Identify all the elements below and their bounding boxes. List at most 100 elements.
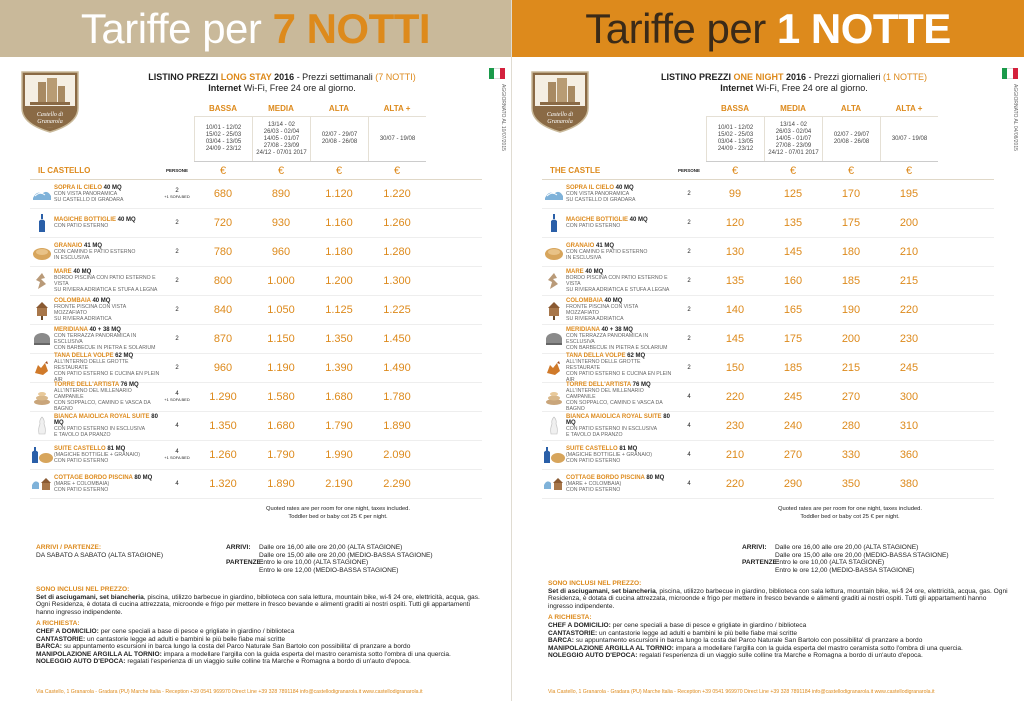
room-price: 1.190 bbox=[267, 362, 295, 374]
on-request-key: NOLEGGIO AUTO D'EPOCA: bbox=[548, 652, 638, 660]
room-row: SOPRA IL CIELO 40 MQ CON VISTA PANORAMICA… bbox=[542, 180, 994, 209]
room-price: 130 bbox=[725, 246, 745, 258]
room-price: 290 bbox=[783, 478, 803, 490]
room-row: MERIDIANA 40 + 38 MQ CON TERRAZZA PANORAM… bbox=[542, 325, 994, 354]
room-persons: 2 bbox=[175, 220, 179, 226]
room-row: MAGICHE BOTTIGLIE 40 MQ CON PATIO ESTERNO… bbox=[30, 209, 482, 238]
on-request-value: su appuntamento escursioni in barca lung… bbox=[574, 637, 923, 645]
season-dates: 10/01 - 12/02 15/02 - 25/03 03/04 - 13/0… bbox=[706, 117, 938, 162]
room-icon bbox=[542, 415, 566, 437]
room-persons: 2 +1 SOFA BED bbox=[160, 188, 194, 200]
room-price: 840 bbox=[213, 304, 233, 316]
room-price: 720 bbox=[213, 217, 233, 229]
room-persons: 4 +1 SOFA BED bbox=[160, 391, 194, 403]
on-request-item: CANTASTORIE: un cantastorie legge ad adu… bbox=[36, 636, 486, 644]
room-description: SUITE CASTELLO 81 MQ (MAGICHE BOTTIGLIE +… bbox=[566, 445, 653, 465]
season-alta-plus: ALTA + bbox=[368, 101, 426, 117]
footer-address: Via Castello, 1 Granarola - Gradara (PU)… bbox=[548, 689, 935, 695]
room-price: 1.125 bbox=[325, 304, 353, 316]
room-name: GRANAIO bbox=[566, 242, 595, 249]
room-price: 160 bbox=[783, 275, 803, 287]
on-request-value: regalati l'esperienza di un viaggio sull… bbox=[637, 652, 923, 660]
included-section: SONO INCLUSI NEL PREZZO: Set di asciugam… bbox=[548, 580, 1008, 660]
room-row: TORRE DELL'ARTISTA 76 MQ ALL'INTERNO DEL … bbox=[542, 381, 994, 413]
room-description: COTTAGE BORDO PISCINA 80 MQ (MARE + COLOM… bbox=[54, 474, 153, 494]
room-description: SUITE CASTELLO 81 MQ (MAGICHE BOTTIGLIE +… bbox=[54, 445, 141, 465]
room-size: 62 MQ bbox=[113, 352, 134, 359]
room-price: 1.150 bbox=[267, 333, 295, 345]
euro-symbol: € bbox=[847, 164, 855, 177]
room-name: MARE bbox=[566, 268, 584, 275]
room-price: 1.680 bbox=[325, 391, 353, 403]
on-request-item: MANIPOLAZIONE ARGILLA AL TORNIO: impara … bbox=[36, 651, 486, 659]
room-size: 40 MQ bbox=[602, 297, 623, 304]
room-name: COLOMBAIA bbox=[566, 297, 603, 304]
room-price: 145 bbox=[783, 246, 803, 258]
room-persons: 2 bbox=[687, 307, 691, 313]
season-header: BASSA MEDIA ALTA ALTA + bbox=[706, 101, 938, 117]
room-price: 280 bbox=[841, 420, 861, 432]
room-row: SUITE CASTELLO 81 MQ (MAGICHE BOTTIGLIE +… bbox=[30, 441, 482, 470]
room-description: TANA DELLA VOLPE 62 MQ ALL'INTERNO DELLE … bbox=[54, 352, 160, 384]
room-rows: SOPRA IL CIELO 40 MQ CON VISTA PANORAMICA… bbox=[30, 180, 482, 499]
on-request-value: su appuntamento escursioni in barca lung… bbox=[62, 643, 411, 651]
room-description: TORRE DELL'ARTISTA 76 MQ ALL'INTERNO DEL … bbox=[566, 381, 663, 413]
room-price: 245 bbox=[899, 362, 919, 374]
room-size: 62 MQ bbox=[625, 352, 646, 359]
room-persons: 2 bbox=[687, 191, 691, 197]
on-request-value: per cene speciali a base di pesce e grig… bbox=[98, 627, 295, 635]
room-icon bbox=[542, 473, 566, 495]
on-request-value: un cantastorie legge ad adulti e bambini… bbox=[85, 635, 285, 643]
room-size: 40 MQ bbox=[628, 216, 648, 223]
room-size: 81 MQ bbox=[617, 445, 638, 452]
room-row: TORRE DELL'ARTISTA 76 MQ ALL'INTERNO DEL … bbox=[30, 381, 482, 413]
room-price: 1.790 bbox=[325, 420, 353, 432]
room-icon bbox=[30, 444, 54, 466]
on-request-item: NOLEGGIO AUTO D'EPOCA: regalati l'esperi… bbox=[36, 658, 486, 666]
house-header: THE CASTLE PERSONE € € € € bbox=[542, 162, 994, 180]
room-price: 800 bbox=[213, 275, 233, 287]
room-description: MERIDIANA 40 + 38 MQ CON TERRAZZA PANORAM… bbox=[54, 326, 156, 352]
room-persons: 4 bbox=[175, 481, 179, 487]
room-description: TORRE DELL'ARTISTA 76 MQ ALL'INTERNO DEL … bbox=[54, 381, 151, 413]
included-section: SONO INCLUSI NEL PREZZO: Set di asciugam… bbox=[36, 586, 486, 666]
room-row: TANA DELLA VOLPE 62 MQ ALL'INTERNO DELLE … bbox=[542, 352, 994, 383]
room-size: 80 MQ bbox=[644, 474, 665, 481]
room-price: 99 bbox=[728, 188, 742, 200]
updated-date: AGGIORNATO AL 04/08/2015 bbox=[1012, 84, 1018, 151]
on-request-item: MANIPOLAZIONE ARGILLA AL TORNIO: impara … bbox=[548, 645, 1008, 653]
room-size: 80 MQ bbox=[54, 413, 158, 426]
room-name: GRANAIO bbox=[54, 242, 83, 249]
room-name: SOPRA IL CIELO bbox=[566, 184, 615, 191]
room-description: GRANAIO 41 MQ CON CAMINO E PATIO ESTERNO I… bbox=[54, 242, 136, 262]
room-price: 1.225 bbox=[383, 304, 411, 316]
room-icon bbox=[542, 357, 566, 379]
dates-media: 13/14 - 02 26/03 - 02/04 14/05 - 01/07 2… bbox=[764, 117, 822, 161]
room-price: 210 bbox=[899, 246, 919, 258]
room-description: COTTAGE BORDO PISCINA 80 MQ (MARE + COLOM… bbox=[566, 474, 665, 494]
room-persons: 4 bbox=[687, 423, 691, 429]
season-alta: ALTA bbox=[822, 101, 880, 117]
room-price: 310 bbox=[899, 420, 919, 432]
room-price: 165 bbox=[783, 304, 803, 316]
room-price: 1.890 bbox=[267, 478, 295, 490]
room-size: 76 MQ bbox=[118, 381, 139, 388]
season-alta: ALTA bbox=[310, 101, 368, 117]
dates-alta: 02/07 - 29/07 20/08 - 26/08 bbox=[310, 117, 368, 161]
room-price: 195 bbox=[899, 188, 919, 200]
room-price: 270 bbox=[783, 449, 803, 461]
room-name: COTTAGE BORDO PISCINA bbox=[54, 474, 133, 481]
room-persons: 2 bbox=[175, 278, 179, 284]
on-request-item: CANTASTORIE: un cantastorie legge ad adu… bbox=[548, 630, 1008, 638]
house-name: THE CASTLE bbox=[550, 166, 601, 175]
room-price: 300 bbox=[899, 391, 919, 403]
house-name: IL CASTELLO bbox=[38, 166, 91, 175]
room-row: GRANAIO 41 MQ CON CAMINO E PATIO ESTERNO I… bbox=[542, 238, 994, 267]
room-price: 245 bbox=[783, 391, 803, 403]
room-persons: 2 bbox=[687, 336, 691, 342]
room-size: 40 MQ bbox=[90, 297, 111, 304]
room-size: 76 MQ bbox=[630, 381, 651, 388]
room-name: SUITE CASTELLO bbox=[54, 445, 106, 452]
footer-address: Via Castello, 1 Granarola - Gradara (PU)… bbox=[36, 689, 423, 695]
room-price: 190 bbox=[841, 304, 861, 316]
